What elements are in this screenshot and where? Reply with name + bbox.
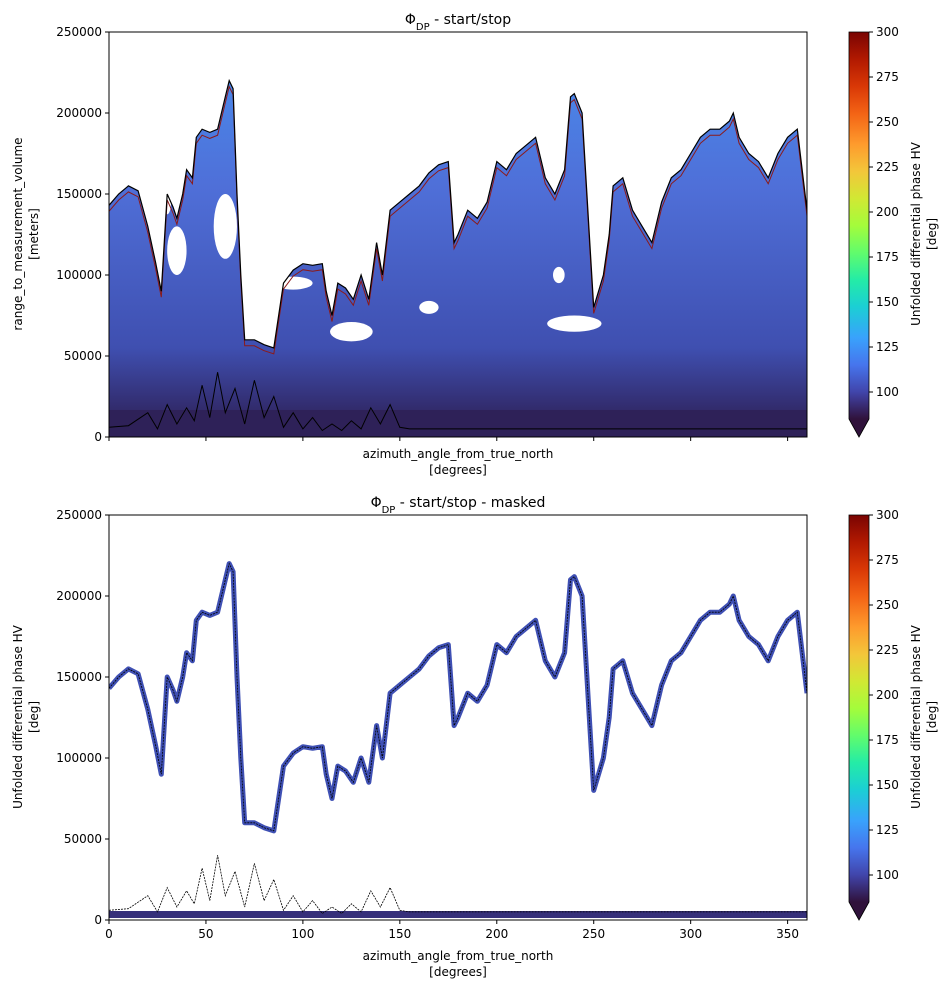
- y-tick-label: 100000: [56, 751, 102, 765]
- x-tick-label: 0: [105, 927, 113, 941]
- masked-start-line: [109, 855, 807, 915]
- title-top: ΦDP - start/stop: [405, 12, 511, 33]
- start-line: [109, 372, 807, 432]
- x-label-bottom-unit: [degrees]: [429, 965, 487, 979]
- title-bottom: ΦDP - start/stop - masked: [371, 495, 546, 516]
- colorbar-bottom-ticks: 100 125 150 175 200 225 250 275 300: [869, 508, 899, 882]
- colorbar-tick-label: 125: [876, 340, 899, 354]
- colorbar-tick-label: 200: [876, 688, 899, 702]
- x-axis-top: [108, 437, 789, 441]
- colorbar-bottom-label: Unfolded differential phase HV: [909, 624, 923, 809]
- y-axis-bottom: 0 50000 100000 150000 200000 250000: [56, 508, 109, 927]
- colorbar-bottom-frame: [848, 514, 870, 921]
- colorbar-tick-label: 125: [876, 823, 899, 837]
- x-tick-label: 150: [388, 927, 411, 941]
- colorbar-tick-label: 150: [876, 778, 899, 792]
- colorbar-top-label-unit: [deg]: [925, 218, 939, 250]
- plot-frame-top: [108, 31, 808, 438]
- colorbar-tick-label: 250: [876, 598, 899, 612]
- y-label-top-unit: [meters]: [27, 208, 41, 260]
- x-tick-label: 100: [291, 927, 314, 941]
- y-tick-label: 150000: [56, 187, 102, 201]
- y-label-bottom-unit: [deg]: [27, 701, 41, 733]
- y-tick-label: 250000: [56, 25, 102, 39]
- panel-bottom: ΦDP - start/stop - masked 0 50000 100000 15…: [11, 495, 939, 979]
- colorbar-tick-label: 200: [876, 205, 899, 219]
- x-label-top: azimuth_angle_from_true_north: [363, 447, 554, 461]
- echo-field: [109, 80, 807, 437]
- y-tick-label: 50000: [64, 349, 102, 363]
- colorbar-tick-label: 100: [876, 385, 899, 399]
- x-tick-label: 300: [679, 927, 702, 941]
- colorbar-top-frame: [848, 31, 870, 438]
- colorbar-tick-label: 100: [876, 868, 899, 882]
- colorbar-top-extend: [849, 419, 869, 437]
- y-label-top: range_to_measurement_volume: [11, 137, 25, 330]
- y-label-bottom: Unfolded differential phase HV: [11, 624, 25, 809]
- colorbar-top-label: Unfolded differential phase HV: [909, 141, 923, 326]
- colorbar-tick-label: 275: [876, 70, 899, 84]
- echo-gap: [553, 266, 565, 284]
- echo-gap: [167, 226, 187, 275]
- colorbar-tick-label: 300: [876, 25, 899, 39]
- plot-frame-bottom: [108, 514, 808, 921]
- panel-top: ΦDP - start/stop 0 50000 100000 150000 20000…: [11, 12, 939, 477]
- y-tick-label: 0: [94, 913, 102, 927]
- y-tick-label: 100000: [56, 268, 102, 282]
- colorbar-tick-label: 150: [876, 295, 899, 309]
- x-axis-bottom: 0 50 100 150 200 250 300 350: [105, 920, 799, 941]
- y-tick-label: 0: [94, 430, 102, 444]
- y-tick-label: 50000: [64, 832, 102, 846]
- colorbar-top: [849, 32, 869, 419]
- x-label-top-unit: [degrees]: [429, 463, 487, 477]
- x-tick-label: 350: [776, 927, 799, 941]
- colorbar-bottom: [849, 515, 869, 902]
- echo-gap: [213, 194, 237, 259]
- x-tick-label: 200: [485, 927, 508, 941]
- y-axis-top: 0 50000 100000 150000 200000 250000: [56, 25, 109, 444]
- masked-stop-line: [109, 562, 807, 832]
- stop-line: [109, 78, 807, 349]
- colorbar-tick-label: 250: [876, 115, 899, 129]
- colorbar-tick-label: 225: [876, 643, 899, 657]
- y-tick-label: 200000: [56, 589, 102, 603]
- y-tick-label: 150000: [56, 670, 102, 684]
- colorbar-tick-label: 175: [876, 733, 899, 747]
- colorbar-bottom-label-unit: [deg]: [925, 701, 939, 733]
- stop-line-red: [109, 85, 807, 355]
- x-label-bottom: azimuth_angle_from_true_north: [363, 949, 554, 963]
- y-tick-label: 200000: [56, 106, 102, 120]
- echo-gap: [273, 276, 313, 290]
- y-tick-label: 250000: [56, 508, 102, 522]
- colorbar-top-ticks: 100 125 150 175 200 225 250 275 300: [869, 25, 899, 399]
- echo-near-band: [109, 410, 807, 437]
- echo-gap: [330, 321, 373, 342]
- x-tick-label: 50: [198, 927, 213, 941]
- echo-gaps: [163, 189, 602, 342]
- colorbar-tick-label: 225: [876, 160, 899, 174]
- colorbar-bottom-extend: [849, 902, 869, 920]
- echo-gap: [547, 315, 602, 332]
- colorbar-tick-label: 300: [876, 508, 899, 522]
- colorbar-tick-label: 275: [876, 553, 899, 567]
- colorbar-tick-label: 175: [876, 250, 899, 264]
- masked-start-band: [109, 911, 807, 918]
- echo-gap: [419, 300, 439, 314]
- x-tick-label: 250: [582, 927, 605, 941]
